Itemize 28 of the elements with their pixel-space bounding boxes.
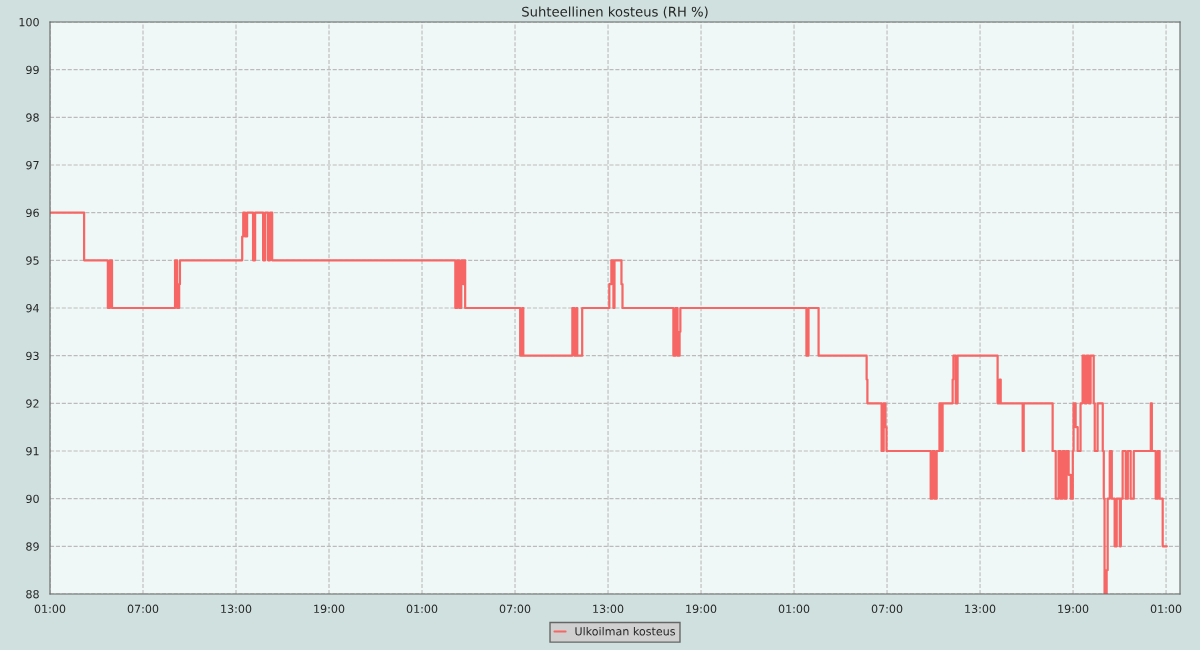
x-tick-label: 07:00	[127, 604, 159, 614]
x-tick-label: 13:00	[965, 604, 996, 614]
x-tick-label: 19:00	[686, 604, 717, 614]
x-tick-label: 13:00	[221, 604, 252, 614]
y-tick-label: 99	[26, 65, 39, 75]
x-tick-label: 07:00	[499, 604, 531, 614]
y-tick-label: 88	[26, 589, 39, 599]
x-tick-label: 01:00	[1150, 604, 1182, 614]
chart-title: Suhteellinen kosteus (RH %)	[522, 6, 708, 19]
y-tick-label: 95	[26, 256, 39, 265]
y-tick-label: 98	[26, 113, 39, 122]
x-tick-label: 01:00	[406, 604, 438, 614]
y-tick-label: 97	[26, 160, 39, 170]
x-tick-label: 01:00	[778, 604, 810, 614]
y-tick-label: 100	[19, 17, 39, 27]
x-tick-label: 19:00	[314, 604, 345, 614]
y-tick-label: 96	[26, 208, 39, 218]
y-tick-label: 90	[26, 494, 39, 504]
x-tick-label: 07:00	[871, 604, 903, 614]
x-tick-label: 01:00	[34, 604, 66, 614]
y-tick-label: 94	[26, 303, 39, 313]
y-tick-label: 89	[26, 542, 39, 551]
x-tick-label: 13:00	[593, 604, 624, 614]
x-tick-label: 19:00	[1058, 604, 1089, 614]
y-tick-label: 92	[26, 399, 39, 408]
legend-label: Ulkoilman kosteus	[575, 626, 675, 636]
y-tick-label: 91	[26, 446, 39, 456]
y-tick-label: 93	[26, 351, 39, 361]
